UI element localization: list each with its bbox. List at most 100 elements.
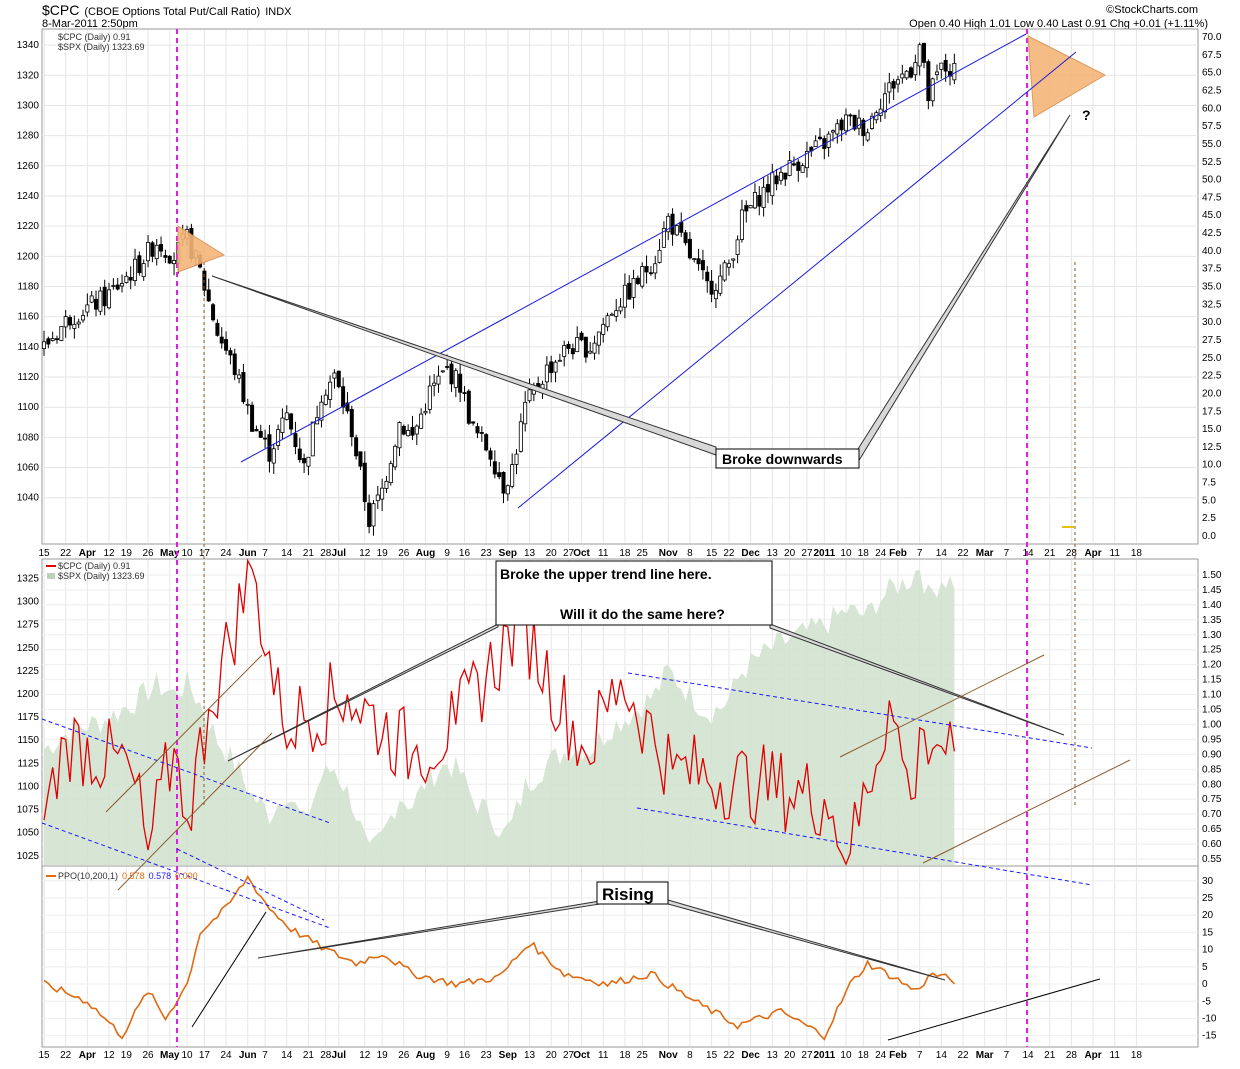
cpc-legend: $CPC (Daily) 0.91 $SPX (Daily) 1323.69 <box>46 561 145 581</box>
candle <box>211 302 216 322</box>
candle-body <box>939 62 944 70</box>
candle <box>687 231 692 260</box>
candle-body <box>345 402 350 412</box>
x-tick-label: Apr <box>1084 1050 1101 1061</box>
price-left-tick: 1200 <box>17 251 40 262</box>
candle-body <box>848 114 853 117</box>
x-tick-label: 26 <box>142 1050 154 1061</box>
candle-body <box>709 280 714 295</box>
candle <box>115 278 120 291</box>
candle-body <box>666 215 671 233</box>
price-right-tick: 2.5 <box>1202 513 1216 524</box>
price-left-tick: 1060 <box>17 463 40 474</box>
candle <box>887 72 892 104</box>
candle-body <box>367 502 372 527</box>
x-tick-label: 12 <box>359 1050 371 1061</box>
candle-body <box>462 392 467 394</box>
x-tick-label: 22 <box>723 1050 735 1061</box>
candle-body <box>913 62 918 76</box>
candle-body <box>76 321 81 325</box>
price-left-tick: 1320 <box>17 70 40 81</box>
candle <box>423 403 428 416</box>
candle <box>900 64 905 84</box>
pennant-triangle <box>1027 35 1107 118</box>
candle-body <box>900 73 905 79</box>
candle-body <box>640 266 645 287</box>
candle <box>250 401 255 432</box>
spx-legend-swatch <box>47 573 55 579</box>
candle-body <box>601 323 606 335</box>
candle <box>510 453 515 489</box>
candle <box>432 374 437 397</box>
candle <box>388 460 393 486</box>
x-tick-label: 18 <box>858 1050 870 1061</box>
candle <box>935 64 940 81</box>
candle-body <box>765 184 770 193</box>
x-tick-label: 23 <box>481 1050 493 1061</box>
candle-body <box>237 374 242 379</box>
x-tick-label: Jul <box>332 548 347 559</box>
candle-body <box>813 140 818 147</box>
candle <box>622 273 627 319</box>
callout-text: Broke downwards <box>722 451 843 467</box>
candle <box>683 229 688 246</box>
price-left-tick: 1120 <box>17 372 39 383</box>
candle-body <box>726 263 731 268</box>
candle-body <box>917 44 922 67</box>
candle-body <box>466 390 471 424</box>
candle-body <box>713 290 718 300</box>
candle <box>94 290 99 317</box>
candle <box>817 128 822 141</box>
candle-body <box>449 363 454 385</box>
candle-body <box>796 161 801 171</box>
candle <box>332 369 337 389</box>
cpc-series-line <box>43 558 956 866</box>
x-tick-label: 24 <box>221 548 233 559</box>
candle-body <box>887 82 892 93</box>
candle <box>81 309 86 323</box>
candle-body <box>605 315 610 328</box>
x-tick-label: Dec <box>741 1050 760 1061</box>
candle <box>419 408 424 430</box>
x-tick-label: 18 <box>858 548 870 559</box>
ppo-support-line <box>191 911 267 1028</box>
candle <box>718 264 723 297</box>
candle-body <box>501 471 506 494</box>
candle <box>484 433 489 452</box>
ppo-right-tick: -10 <box>1202 1013 1217 1024</box>
x-tick-label: 22 <box>60 548 72 559</box>
cpc-right-tick: 0.55 <box>1202 854 1222 865</box>
candle <box>722 260 727 282</box>
candle <box>804 141 809 178</box>
x-tick-label: 12 <box>103 548 115 559</box>
candle-body <box>674 225 679 236</box>
candle-body <box>761 186 766 208</box>
candle <box>271 444 276 474</box>
candle <box>98 286 103 316</box>
x-tick-label: 15 <box>38 1050 50 1061</box>
candle <box>341 377 346 415</box>
candle-body <box>492 461 497 475</box>
callout-leader <box>769 623 1065 736</box>
candle-body <box>722 262 727 281</box>
spx-area <box>44 569 955 865</box>
candle <box>263 429 268 449</box>
x-tick-label: 13 <box>767 1050 779 1061</box>
chart-datetime: 8-Mar-2011 2:50pm <box>42 18 138 30</box>
x-tick-label: Oct <box>573 548 590 559</box>
candle <box>822 135 827 160</box>
brown-trend-line <box>839 654 1045 758</box>
candle-body <box>371 503 376 527</box>
candle <box>345 392 350 414</box>
candle-body <box>328 381 333 400</box>
cpc-left-tick: 1075 <box>17 805 40 816</box>
callout-line-1: Broke the upper trend line here. <box>500 566 712 582</box>
candle <box>289 412 294 436</box>
candle <box>835 119 840 144</box>
candle <box>124 271 129 284</box>
candle-body <box>349 408 354 438</box>
candle <box>302 453 307 474</box>
cpc-left-tick: 1100 <box>17 781 39 792</box>
candle <box>618 298 623 315</box>
